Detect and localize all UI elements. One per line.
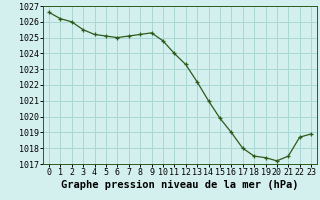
X-axis label: Graphe pression niveau de la mer (hPa): Graphe pression niveau de la mer (hPa) — [61, 180, 299, 190]
